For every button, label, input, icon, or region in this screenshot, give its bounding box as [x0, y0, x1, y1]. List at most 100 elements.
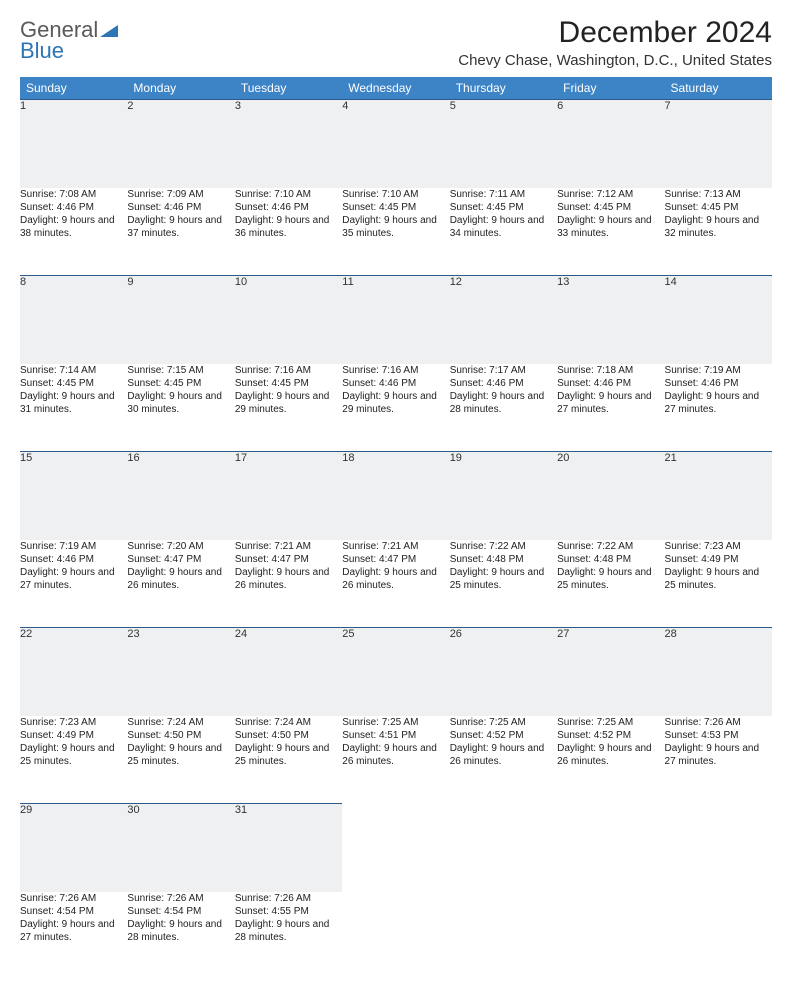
- day-content-cell: Sunrise: 7:24 AMSunset: 4:50 PMDaylight:…: [235, 716, 342, 804]
- sunset-line: Sunset: 4:46 PM: [342, 377, 449, 390]
- sunset-line: Sunset: 4:46 PM: [20, 553, 127, 566]
- sunset-line: Sunset: 4:45 PM: [665, 201, 772, 214]
- day-content-cell: Sunrise: 7:16 AMSunset: 4:46 PMDaylight:…: [342, 364, 449, 452]
- day-content-cell: [557, 892, 664, 980]
- day-content-cell: Sunrise: 7:12 AMSunset: 4:45 PMDaylight:…: [557, 188, 664, 276]
- day-content-cell: Sunrise: 7:26 AMSunset: 4:53 PMDaylight:…: [665, 716, 772, 804]
- day-details: Sunrise: 7:14 AMSunset: 4:45 PMDaylight:…: [20, 364, 127, 416]
- day-number-cell: 13: [557, 276, 664, 364]
- day-number-cell: 18: [342, 452, 449, 540]
- sunrise-line: Sunrise: 7:20 AM: [127, 540, 234, 553]
- daylight-line: Daylight: 9 hours and 25 minutes.: [665, 566, 772, 592]
- sunrise-line: Sunrise: 7:16 AM: [342, 364, 449, 377]
- sunrise-line: Sunrise: 7:24 AM: [235, 716, 342, 729]
- sunset-line: Sunset: 4:46 PM: [20, 201, 127, 214]
- day-content-cell: Sunrise: 7:10 AMSunset: 4:45 PMDaylight:…: [342, 188, 449, 276]
- sunrise-line: Sunrise: 7:26 AM: [127, 892, 234, 905]
- day-number-cell: 23: [127, 628, 234, 716]
- daylight-line: Daylight: 9 hours and 25 minutes.: [557, 566, 664, 592]
- day-content-cell: Sunrise: 7:26 AMSunset: 4:55 PMDaylight:…: [235, 892, 342, 980]
- daylight-line: Daylight: 9 hours and 27 minutes.: [665, 390, 772, 416]
- day-number-row: 15161718192021: [20, 452, 772, 540]
- day-details: Sunrise: 7:25 AMSunset: 4:52 PMDaylight:…: [450, 716, 557, 768]
- day-number-cell: 8: [20, 276, 127, 364]
- day-details: Sunrise: 7:22 AMSunset: 4:48 PMDaylight:…: [557, 540, 664, 592]
- day-details: Sunrise: 7:21 AMSunset: 4:47 PMDaylight:…: [235, 540, 342, 592]
- day-number-cell: 31: [235, 804, 342, 892]
- sunset-line: Sunset: 4:50 PM: [127, 729, 234, 742]
- sunset-line: Sunset: 4:48 PM: [557, 553, 664, 566]
- day-details: Sunrise: 7:12 AMSunset: 4:45 PMDaylight:…: [557, 188, 664, 240]
- day-content-cell: Sunrise: 7:22 AMSunset: 4:48 PMDaylight:…: [450, 540, 557, 628]
- sunset-line: Sunset: 4:47 PM: [235, 553, 342, 566]
- day-details: Sunrise: 7:19 AMSunset: 4:46 PMDaylight:…: [20, 540, 127, 592]
- sunrise-line: Sunrise: 7:22 AM: [557, 540, 664, 553]
- day-number-row: 293031: [20, 804, 772, 892]
- sunset-line: Sunset: 4:47 PM: [127, 553, 234, 566]
- day-details: Sunrise: 7:24 AMSunset: 4:50 PMDaylight:…: [235, 716, 342, 768]
- sunset-line: Sunset: 4:46 PM: [235, 201, 342, 214]
- sunset-line: Sunset: 4:50 PM: [235, 729, 342, 742]
- sunset-line: Sunset: 4:45 PM: [235, 377, 342, 390]
- sunset-line: Sunset: 4:51 PM: [342, 729, 449, 742]
- day-content-cell: Sunrise: 7:23 AMSunset: 4:49 PMDaylight:…: [665, 540, 772, 628]
- daylight-line: Daylight: 9 hours and 32 minutes.: [665, 214, 772, 240]
- logo-line2: Blue: [20, 38, 64, 63]
- sunset-line: Sunset: 4:45 PM: [557, 201, 664, 214]
- sunset-line: Sunset: 4:52 PM: [557, 729, 664, 742]
- day-details: Sunrise: 7:26 AMSunset: 4:53 PMDaylight:…: [665, 716, 772, 768]
- daylight-line: Daylight: 9 hours and 26 minutes.: [342, 566, 449, 592]
- day-content-cell: Sunrise: 7:11 AMSunset: 4:45 PMDaylight:…: [450, 188, 557, 276]
- day-number-cell: 30: [127, 804, 234, 892]
- sunrise-line: Sunrise: 7:12 AM: [557, 188, 664, 201]
- sunset-line: Sunset: 4:46 PM: [127, 201, 234, 214]
- daylight-line: Daylight: 9 hours and 27 minutes.: [20, 918, 127, 944]
- day-number-row: 891011121314: [20, 276, 772, 364]
- daylight-line: Daylight: 9 hours and 26 minutes.: [235, 566, 342, 592]
- day-content-cell: Sunrise: 7:19 AMSunset: 4:46 PMDaylight:…: [20, 540, 127, 628]
- day-number-cell: 25: [342, 628, 449, 716]
- day-details: Sunrise: 7:21 AMSunset: 4:47 PMDaylight:…: [342, 540, 449, 592]
- day-details: Sunrise: 7:13 AMSunset: 4:45 PMDaylight:…: [665, 188, 772, 240]
- daylight-line: Daylight: 9 hours and 31 minutes.: [20, 390, 127, 416]
- sunset-line: Sunset: 4:55 PM: [235, 905, 342, 918]
- day-content-cell: Sunrise: 7:14 AMSunset: 4:45 PMDaylight:…: [20, 364, 127, 452]
- sunrise-line: Sunrise: 7:23 AM: [20, 716, 127, 729]
- day-number-cell: [665, 804, 772, 892]
- day-details: Sunrise: 7:22 AMSunset: 4:48 PMDaylight:…: [450, 540, 557, 592]
- day-details: Sunrise: 7:26 AMSunset: 4:55 PMDaylight:…: [235, 892, 342, 944]
- title-block: December 2024 Chevy Chase, Washington, D…: [458, 16, 772, 69]
- sunrise-line: Sunrise: 7:10 AM: [235, 188, 342, 201]
- weekday-header: Thursday: [450, 77, 557, 100]
- header: General Blue December 2024 Chevy Chase, …: [20, 16, 772, 69]
- day-details: Sunrise: 7:16 AMSunset: 4:46 PMDaylight:…: [342, 364, 449, 416]
- sunrise-line: Sunrise: 7:15 AM: [127, 364, 234, 377]
- day-details: Sunrise: 7:08 AMSunset: 4:46 PMDaylight:…: [20, 188, 127, 240]
- day-content-cell: Sunrise: 7:24 AMSunset: 4:50 PMDaylight:…: [127, 716, 234, 804]
- day-content-row: Sunrise: 7:26 AMSunset: 4:54 PMDaylight:…: [20, 892, 772, 980]
- day-details: Sunrise: 7:10 AMSunset: 4:45 PMDaylight:…: [342, 188, 449, 240]
- sunrise-line: Sunrise: 7:16 AM: [235, 364, 342, 377]
- month-title: December 2024: [458, 16, 772, 50]
- sunset-line: Sunset: 4:46 PM: [665, 377, 772, 390]
- day-content-row: Sunrise: 7:19 AMSunset: 4:46 PMDaylight:…: [20, 540, 772, 628]
- day-details: Sunrise: 7:15 AMSunset: 4:45 PMDaylight:…: [127, 364, 234, 416]
- day-number-cell: [557, 804, 664, 892]
- daylight-line: Daylight: 9 hours and 27 minutes.: [20, 566, 127, 592]
- day-number-cell: 16: [127, 452, 234, 540]
- daylight-line: Daylight: 9 hours and 30 minutes.: [127, 390, 234, 416]
- daylight-line: Daylight: 9 hours and 25 minutes.: [450, 566, 557, 592]
- sunrise-line: Sunrise: 7:13 AM: [665, 188, 772, 201]
- daylight-line: Daylight: 9 hours and 28 minutes.: [450, 390, 557, 416]
- day-number-cell: [342, 804, 449, 892]
- sunrise-line: Sunrise: 7:26 AM: [20, 892, 127, 905]
- daylight-line: Daylight: 9 hours and 27 minutes.: [665, 742, 772, 768]
- day-details: Sunrise: 7:25 AMSunset: 4:51 PMDaylight:…: [342, 716, 449, 768]
- day-number-cell: 21: [665, 452, 772, 540]
- day-number-cell: 7: [665, 100, 772, 188]
- day-number-row: 1234567: [20, 100, 772, 188]
- sunrise-line: Sunrise: 7:19 AM: [665, 364, 772, 377]
- day-content-cell: Sunrise: 7:10 AMSunset: 4:46 PMDaylight:…: [235, 188, 342, 276]
- day-details: Sunrise: 7:25 AMSunset: 4:52 PMDaylight:…: [557, 716, 664, 768]
- day-number-cell: 12: [450, 276, 557, 364]
